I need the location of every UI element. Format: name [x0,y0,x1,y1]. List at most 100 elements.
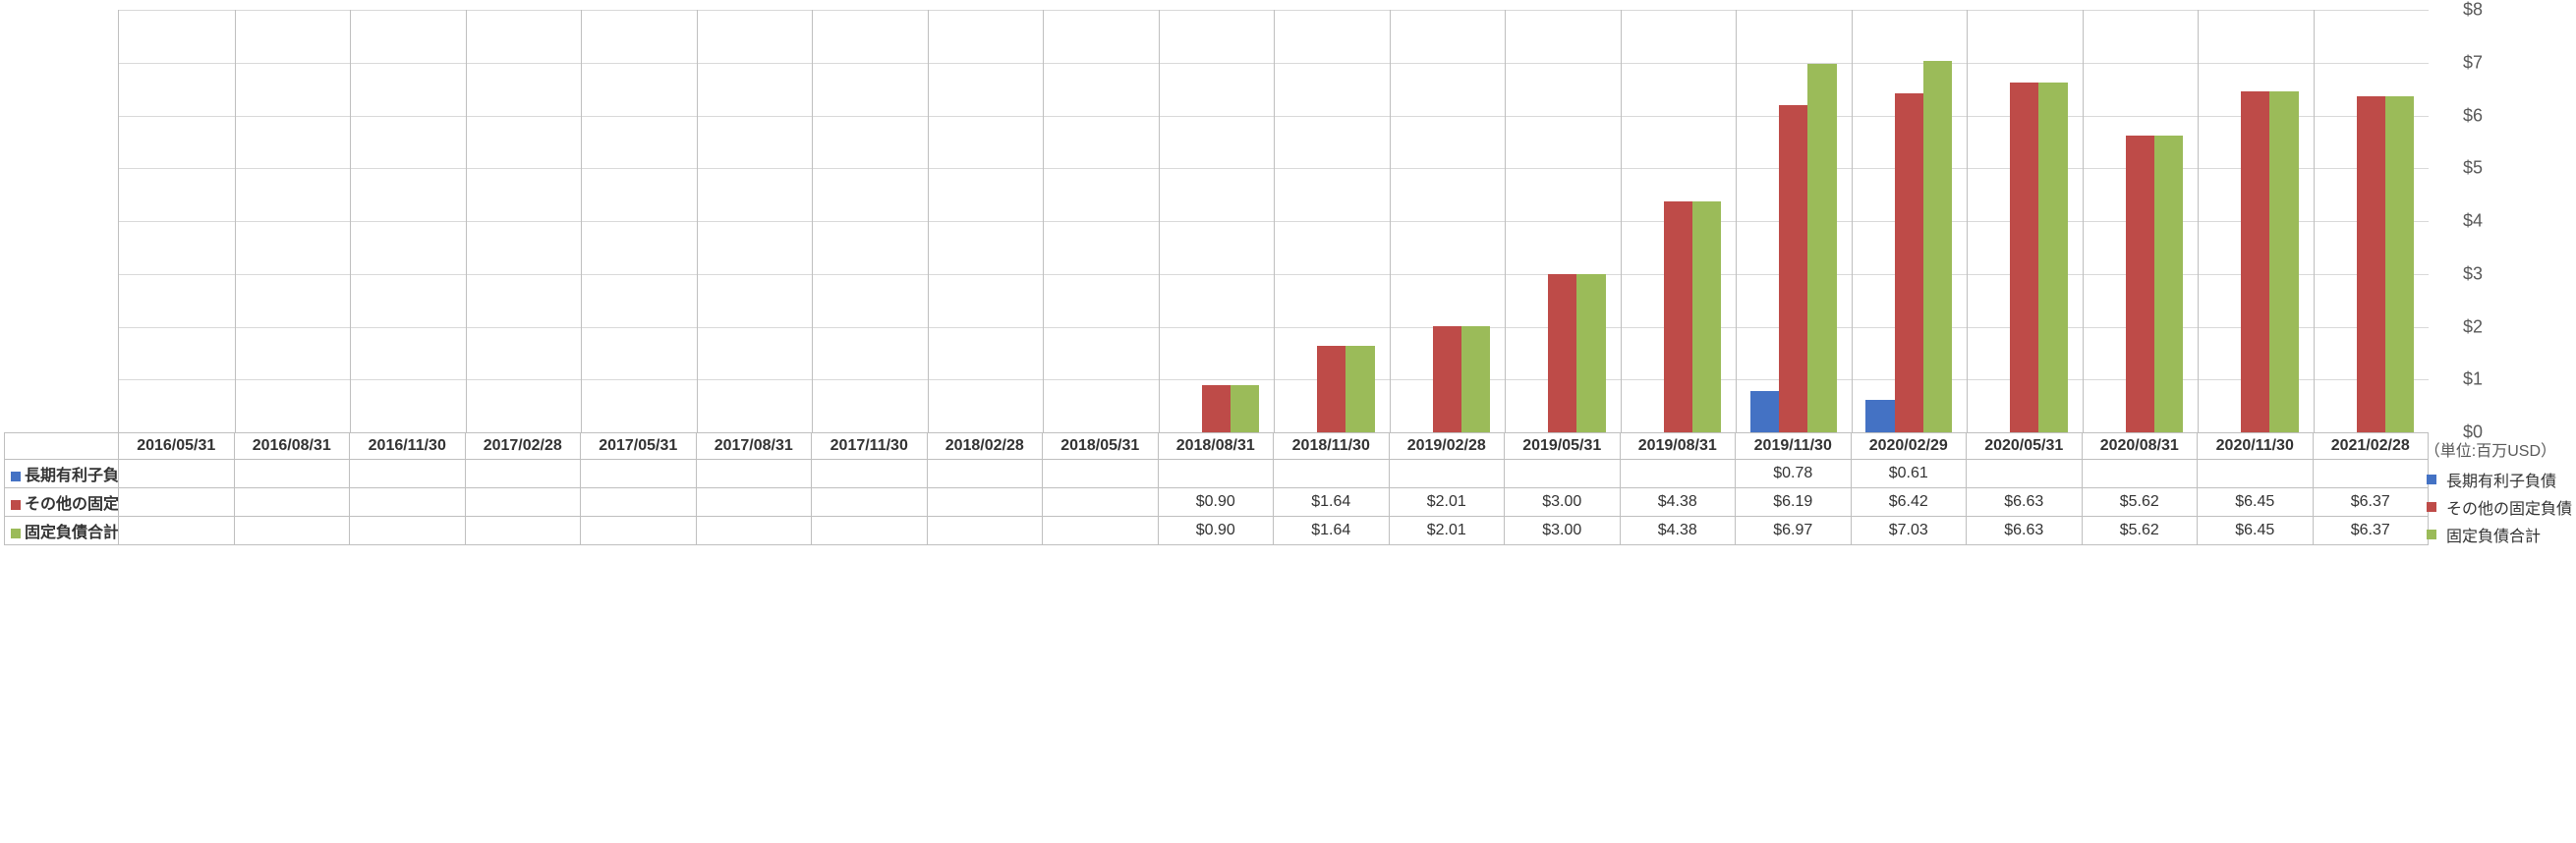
table-cell: $5.62 [2082,517,2198,545]
y-tick-label: $2 [2463,316,2483,337]
y-tick-label: $5 [2463,158,2483,179]
category-column [812,10,929,432]
bar-long_term_interest_bearing_debt [1865,400,1894,432]
category-column [1621,10,1738,432]
category-column [1852,10,1969,432]
table-cell [812,460,928,488]
category-column [1967,10,2084,432]
category-column [2314,10,2430,432]
category-label: 2016/11/30 [350,433,466,460]
series-label: 固定負債合計 [25,525,119,541]
category-column [1159,10,1276,432]
bar-total_fixed_liabilities [2038,83,2067,432]
category-column [1043,10,1160,432]
category-label: 2016/05/31 [119,433,235,460]
bar-other_fixed_liabilities [1202,385,1231,432]
category-label: 2019/02/28 [1389,433,1505,460]
table-cell [696,517,812,545]
table-cell [350,517,466,545]
table-stub-blank [5,433,119,460]
category-column [2198,10,2315,432]
table-cell [1274,460,1390,488]
table-cell: $3.00 [1505,488,1621,517]
table-cell [927,517,1043,545]
table-header-row: 2016/05/312016/08/312016/11/302017/02/28… [5,433,2429,460]
table-cell: $6.45 [2198,517,2314,545]
table-cell [234,460,350,488]
series-label: 長期有利子負債 [25,468,119,484]
series-stub: 長期有利子負債 [5,460,119,488]
series-label: その他の固定負債 [25,496,119,513]
bar-other_fixed_liabilities [2010,83,2038,432]
table-cell [234,488,350,517]
table-cell: $6.63 [1967,488,2083,517]
table-cell [1505,460,1621,488]
bar-total_fixed_liabilities [1807,64,1836,432]
category-label: 2017/08/31 [696,433,812,460]
data-table: 2016/05/312016/08/312016/11/302017/02/28… [4,432,2429,545]
bar-total_fixed_liabilities [1231,385,1259,432]
legend-swatch-icon [2427,475,2436,484]
unit-label: （単位:百万USD） [2425,437,2556,461]
bar-total_fixed_liabilities [1461,326,1490,432]
legend-item: 固定負債合計 [2427,523,2572,546]
table-cell: $7.03 [1851,517,1967,545]
category-label: 2017/11/30 [812,433,928,460]
table-cell [465,488,581,517]
category-label: 2020/11/30 [2198,433,2314,460]
table-cell: $6.45 [2198,488,2314,517]
legend-swatch-icon [2427,502,2436,512]
table-cell: $0.78 [1736,460,1852,488]
category-label: 2019/05/31 [1505,433,1621,460]
table-cell: $6.37 [2313,517,2429,545]
category-label: 2017/05/31 [581,433,697,460]
table-cell: $3.00 [1505,517,1621,545]
category-column [697,10,814,432]
plot-area: $0$1$2$3$4$5$6$7$8 [118,10,2429,433]
category-label: 2018/02/28 [927,433,1043,460]
table-cell [2198,460,2314,488]
table-row: その他の固定負債$0.90$1.64$2.01$3.00$4.38$6.19$6… [5,488,2429,517]
table-cell [927,488,1043,517]
category-label: 2016/08/31 [234,433,350,460]
bar-other_fixed_liabilities [2241,91,2269,432]
category-column [2083,10,2200,432]
bar-other_fixed_liabilities [2126,136,2154,432]
bar-other_fixed_liabilities [1895,93,1923,432]
category-label: 2020/05/31 [1967,433,2083,460]
series-stub: 固定負債合計 [5,517,119,545]
table-cell: $6.63 [1967,517,2083,545]
y-tick-label: $1 [2463,369,2483,390]
category-column [235,10,352,432]
bar-total_fixed_liabilities [1923,61,1952,432]
bar-total_fixed_liabilities [2269,91,2298,432]
legend-swatch-icon [11,500,21,510]
category-label: 2021/02/28 [2313,433,2429,460]
category-label: 2017/02/28 [465,433,581,460]
legend-swatch-icon [11,472,21,481]
bar-other_fixed_liabilities [1548,274,1576,432]
table-cell [581,460,697,488]
table-cell: $2.01 [1389,488,1505,517]
table-cell [119,488,235,517]
y-tick-label: $3 [2463,263,2483,284]
y-tick-label: $4 [2463,211,2483,232]
table-cell: $0.90 [1158,488,1274,517]
table-cell [581,488,697,517]
chart-wrapper: $0$1$2$3$4$5$6$7$8 （単位:百万USD） 2016/05/31… [0,0,2576,843]
legend-label: その他の固定負債 [2446,495,2572,519]
category-column [928,10,1045,432]
category-column [1390,10,1507,432]
category-column [1736,10,1853,432]
table-cell: $1.64 [1274,517,1390,545]
bar-total_fixed_liabilities [1345,346,1374,432]
category-label: 2018/08/31 [1158,433,1274,460]
category-column [1505,10,1622,432]
table-cell [927,460,1043,488]
bar-total_fixed_liabilities [1692,201,1721,432]
legend-swatch-icon [11,529,21,538]
category-label: 2019/11/30 [1736,433,1852,460]
y-tick-label: $6 [2463,105,2483,126]
category-column [350,10,467,432]
bar-other_fixed_liabilities [1664,201,1692,432]
